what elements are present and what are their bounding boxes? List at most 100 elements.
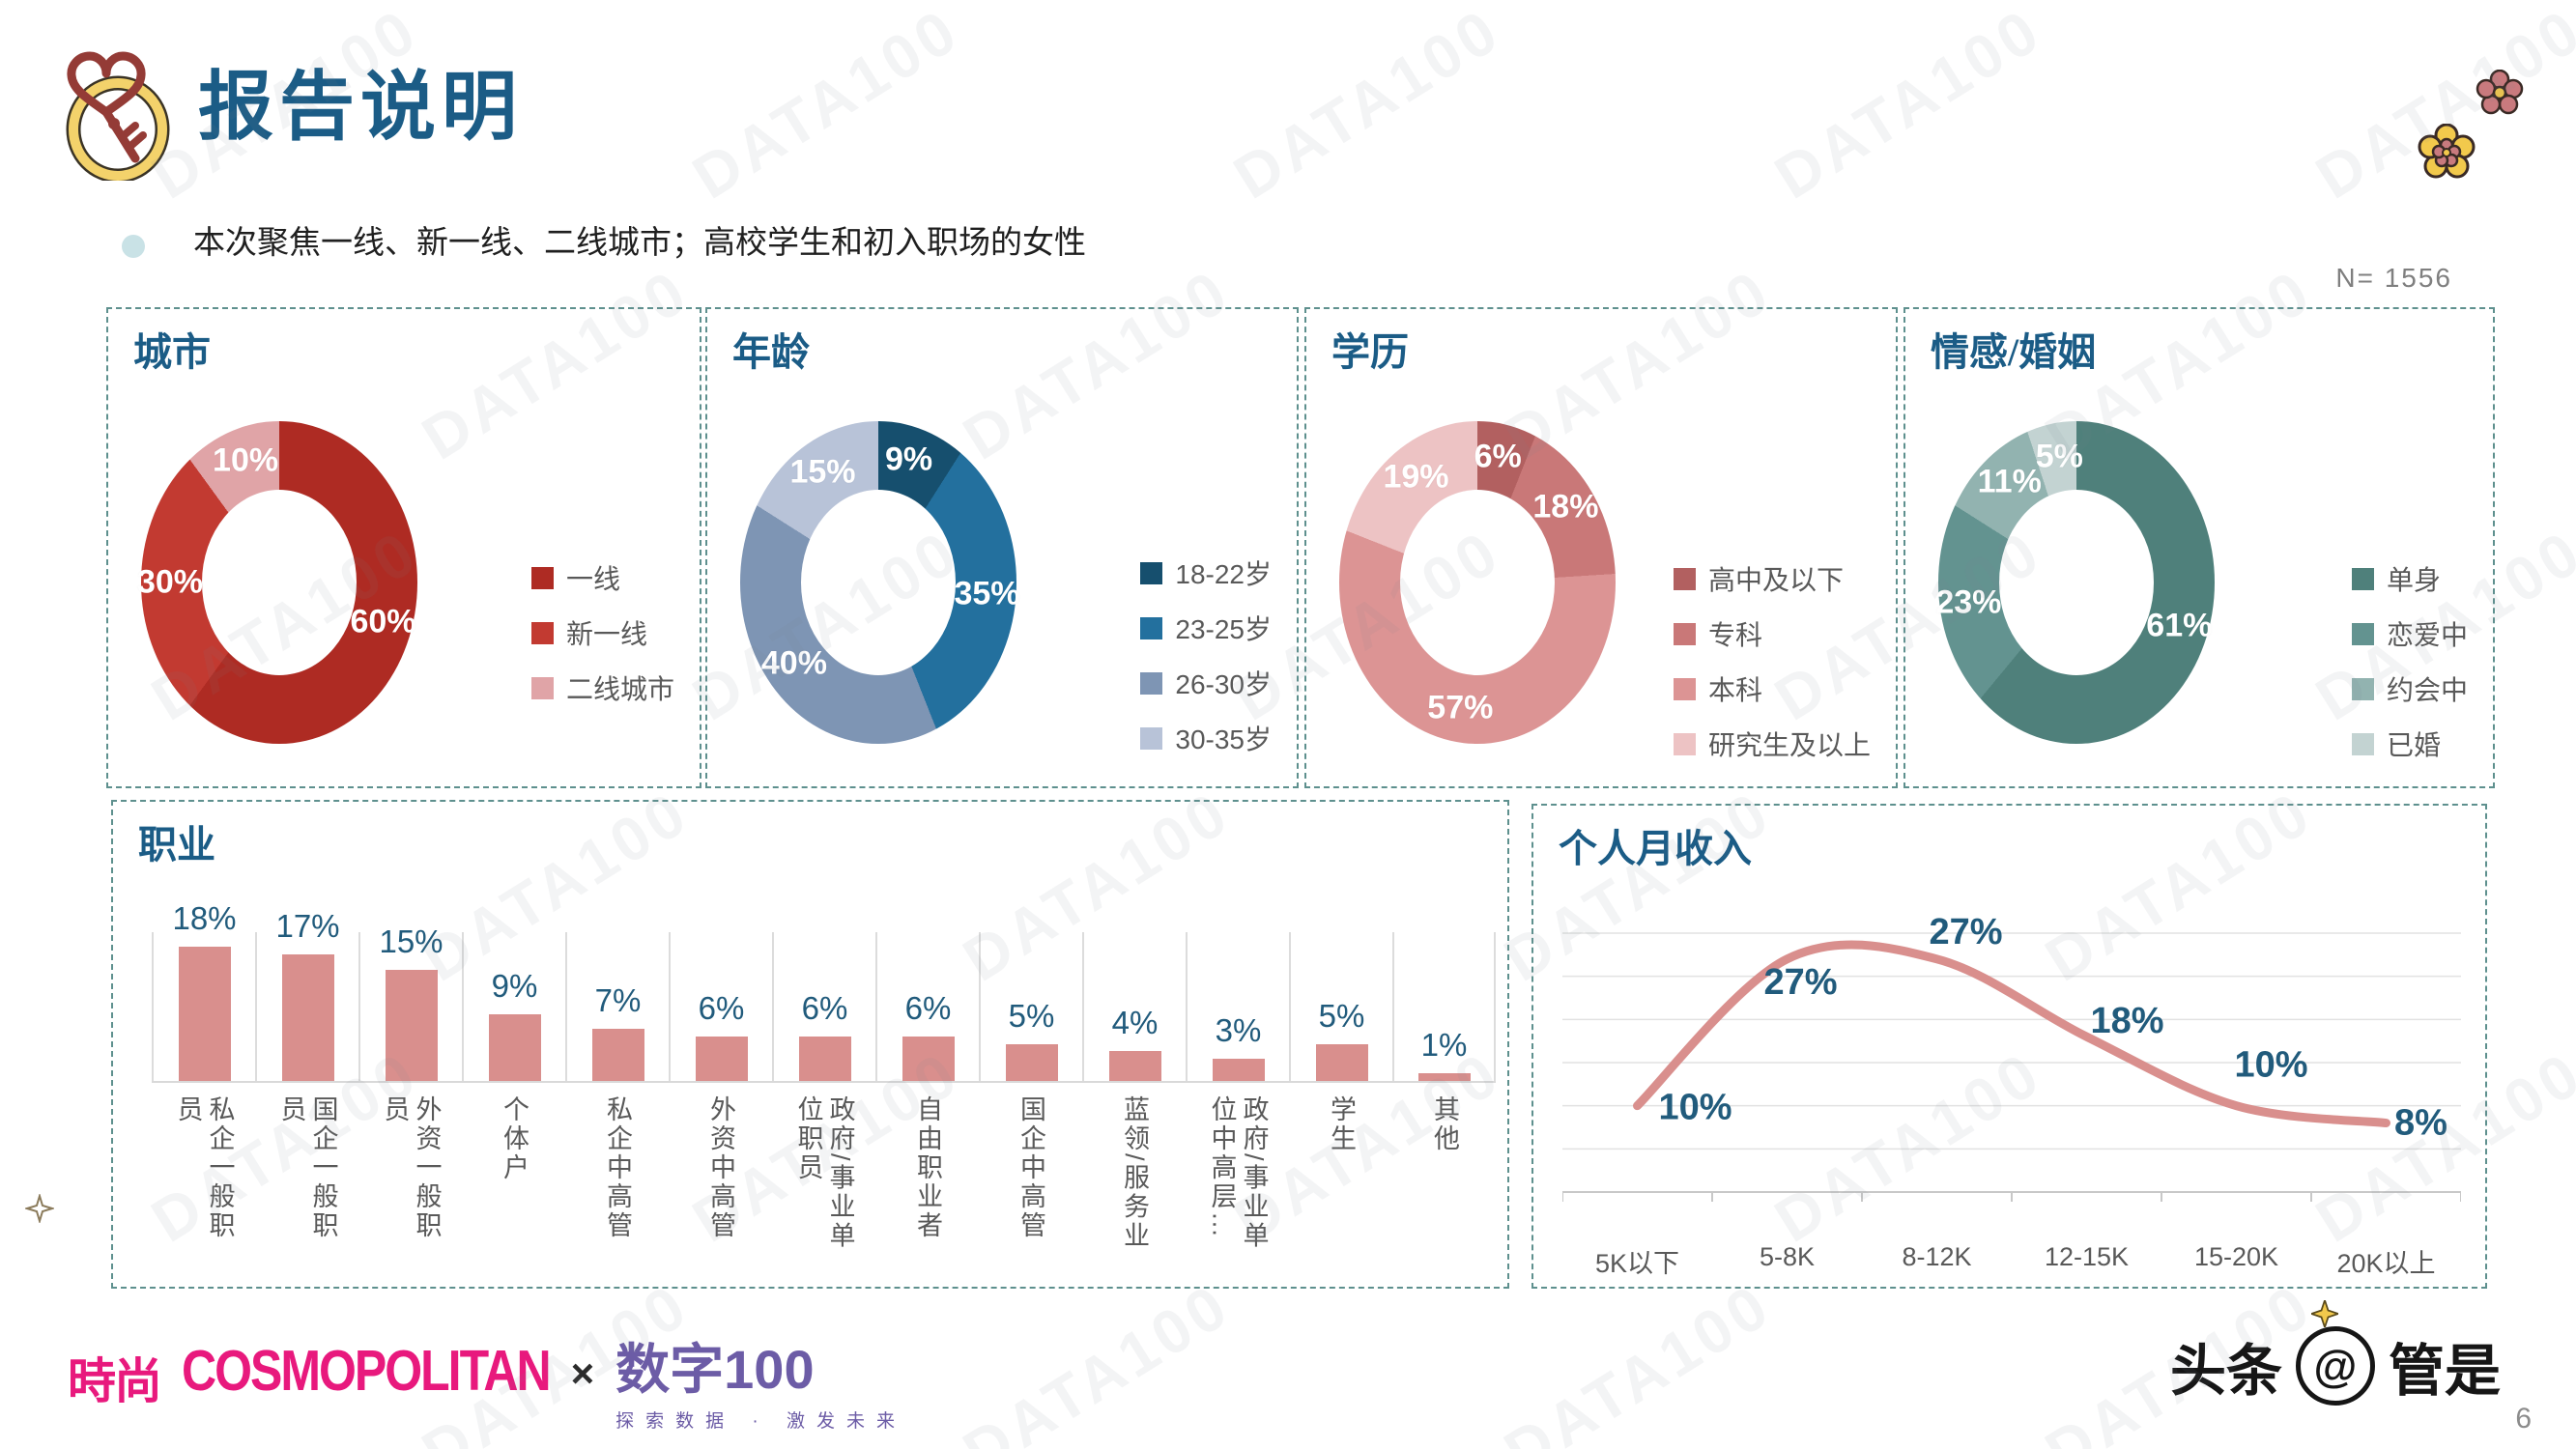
page-title: 报告说明: [198, 65, 524, 149]
panel-income: 个人月收入 10% 27% 27% 18% 10% 8% 5K以下 5-8K 8-12K 12-…: [1531, 804, 2487, 1289]
bar: [1212, 1058, 1265, 1081]
bullet-text: 本次聚焦一线、新一线、二线城市；高校学生和初入职场的女性: [193, 224, 1086, 260]
donut-percent-label: 15%: [789, 453, 856, 491]
bar-category-cell: 个体户: [462, 1095, 565, 1262]
bar-category-cell: 私企中高管: [565, 1095, 669, 1262]
small-star-icon: [25, 1194, 54, 1223]
legend-swatch: [2351, 677, 2374, 700]
watermark-text: DATA100: [680, 0, 972, 213]
bar-chart-column: 6%: [875, 932, 979, 1081]
brand-data100-tagline: 探索数据 · 激发未来: [615, 1411, 907, 1432]
legend-relationship: 单身 恋爱中 约会中 已婚: [2351, 559, 2468, 763]
bar: [902, 1036, 955, 1081]
legend-label: 本科: [1707, 675, 1762, 705]
line-value-label: 10%: [1658, 1088, 1732, 1128]
bar-value-label: 7%: [594, 982, 642, 1019]
donut-percent-label: 9%: [884, 440, 933, 478]
legend-item: 23-25岁: [1140, 609, 1272, 647]
legend-item: 专科: [1673, 614, 1871, 653]
legend-swatch: [2351, 732, 2374, 755]
legend-label: 18-22岁: [1175, 559, 1272, 589]
donut-percent-label: 23%: [1935, 583, 2002, 621]
bar: [798, 1036, 851, 1081]
legend-item: 已婚: [2351, 724, 2468, 763]
legend-label: 恋爱中: [2386, 620, 2468, 650]
panel-education: 学历 6% 18% 57% 19% 高中及以下专科本科研究生及以上: [1304, 307, 1898, 788]
bar-value-label: 17%: [275, 908, 340, 945]
legend-item: 高中及以下: [1673, 559, 1871, 598]
line-x-axis-label: 5-8K: [1759, 1242, 1816, 1271]
footer-credit: 头条 @ 管是: [2169, 1300, 2501, 1406]
panel-title-age: 年龄: [732, 330, 810, 374]
donut-percent-label: 35%: [954, 575, 1020, 612]
legend-item: 研究生及以上: [1673, 724, 1871, 763]
bar-chart-column: 6%: [669, 932, 772, 1081]
donut-percent-label: 18%: [1532, 488, 1599, 526]
bar: [1108, 1051, 1161, 1081]
bar-chart-column: 4%: [1082, 932, 1186, 1081]
watermark-text: DATA100: [1762, 0, 2054, 213]
legend-label: 专科: [1707, 620, 1762, 650]
line-chart-x-labels: 5K以下 5-8K 8-12K 12-15K 15-20K 20K以上: [1562, 1242, 2461, 1280]
bar-category-cell: 外资一般职员: [358, 1095, 462, 1262]
pink-flower-icon: [2476, 70, 2524, 115]
legend-item: 一线: [530, 558, 674, 597]
bar: [695, 1036, 748, 1081]
donut-percent-label: 30%: [136, 563, 204, 601]
bar-value-label: 6%: [904, 989, 952, 1026]
legend-swatch: [1140, 561, 1163, 584]
bar-category-label: 外资一般职员: [380, 1095, 442, 1240]
legend-swatch: [1140, 616, 1163, 639]
legend-swatch: [1140, 726, 1163, 750]
bar-category-label: 学生: [1326, 1095, 1356, 1153]
bar: [1005, 1043, 1058, 1081]
legend-item: 18-22岁: [1140, 554, 1272, 592]
brand-shishang-logo: 時尚: [68, 1354, 162, 1408]
bar-chart-column: 1%: [1392, 932, 1496, 1081]
panel-title-city: 城市: [133, 330, 211, 374]
donut-chart-education: 6% 18% 57% 19%: [1339, 421, 1616, 744]
legend-item: 26-30岁: [1140, 664, 1272, 702]
legend-item: 本科: [1673, 669, 1871, 708]
watermark-text: DATA100: [951, 1269, 1243, 1449]
credit-toutiao-text: 头条: [2169, 1340, 2282, 1403]
legend-label: 26-30岁: [1175, 669, 1272, 699]
line-x-axis-label: 5K以下: [1594, 1249, 1680, 1278]
line-x-axis-label: 15-20K: [2193, 1242, 2279, 1271]
legend-label: 23-25岁: [1175, 614, 1272, 644]
bar: [281, 954, 334, 1081]
legend-item: 二线城市: [530, 668, 674, 707]
bullet-dot: [122, 235, 145, 258]
bar-category-label: 自由职业者: [912, 1095, 942, 1240]
bar-category-label: 政府/事业单位中高层…: [1207, 1095, 1269, 1251]
bar-value-label: 6%: [698, 989, 745, 1026]
legend-swatch: [1673, 567, 1696, 590]
bar-chart-column: 15%: [358, 923, 462, 1081]
bar-category-cell: 其他: [1392, 1095, 1496, 1262]
legend-label: 高中及以下: [1707, 565, 1844, 595]
bar: [591, 1029, 644, 1081]
bar-value-label: 5%: [1008, 997, 1055, 1034]
donut-percent-label: 19%: [1383, 458, 1449, 496]
legend-age: 18-22岁 23-25岁 26-30岁 30-35岁: [1140, 554, 1272, 757]
bar-category-label: 个体户: [499, 1095, 529, 1182]
legend-swatch: [2351, 567, 2374, 590]
legend-swatch: [530, 566, 554, 589]
bar-category-label: 国企中高管: [1016, 1095, 1045, 1240]
bar-chart-column: 5%: [1289, 932, 1392, 1081]
bar-category-cell: 蓝领/服务业: [1082, 1095, 1186, 1262]
donut-percent-label: 10%: [213, 441, 279, 479]
bar-category-cell: 自由职业者: [875, 1095, 979, 1262]
panel-age: 年龄 9% 35% 40% 15% 18-22岁 23-25岁 26-30岁 30-35岁: [705, 307, 1299, 788]
bar-category-label: 外资中高管: [705, 1095, 735, 1240]
bar: [488, 1013, 541, 1081]
bar-value-label: 15%: [379, 923, 444, 959]
legend-item: 单身: [2351, 559, 2468, 598]
legend-swatch: [530, 621, 554, 644]
legend-item: 恋爱中: [2351, 614, 2468, 653]
donut-chart-relationship: 61% 23% 11% 5%: [1935, 421, 2215, 744]
bar-chart-column: 7%: [565, 932, 669, 1081]
panel-title-education: 学历: [1331, 330, 1409, 374]
bar-chart-occupation: 18% 17% 15% 9% 7% 6% 6% 6% 5% 4% 3% 5% 1%: [152, 900, 1496, 1083]
brand-cosmopolitan-logo: COSMOPOLITAN: [182, 1338, 552, 1404]
